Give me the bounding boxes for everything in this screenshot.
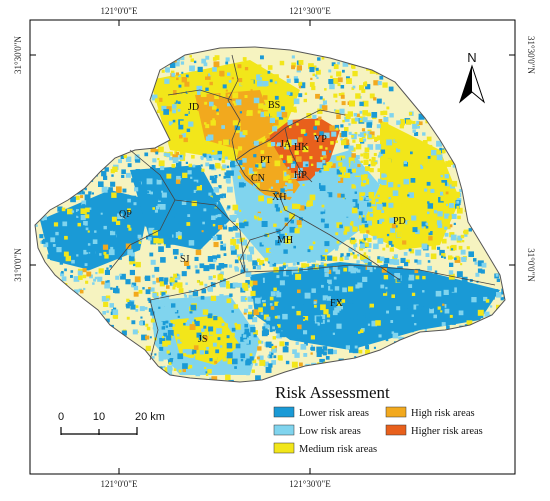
legend-swatch-higher xyxy=(385,424,407,436)
zone-lower-sj xyxy=(130,165,230,250)
risk-zones xyxy=(35,55,505,382)
legend-title: Risk Assessment xyxy=(275,383,390,402)
legend-label-high: High risk areas xyxy=(411,408,475,419)
lat-label-left-2: 31°0'0"N xyxy=(13,248,23,282)
legend-label-higher: Higher risk areas xyxy=(411,426,483,437)
scale-tick-10: 10 xyxy=(93,411,105,423)
lon-label-top-1: 121°0'0"E xyxy=(101,6,138,16)
lat-label-right-1: 31°30'0"N xyxy=(526,36,536,74)
district-boundaries xyxy=(109,54,496,361)
legend-swatch-medium xyxy=(273,442,295,454)
graticule-ticks xyxy=(30,20,515,474)
district-label-hk: HK xyxy=(294,142,309,153)
district-label-yp: YP xyxy=(314,134,327,145)
legend-label-medium: Medium risk areas xyxy=(299,444,377,455)
scale-tick-20: 20 km xyxy=(135,411,165,423)
north-label: N xyxy=(467,50,476,65)
lon-label-bottom-2: 121°30'0"E xyxy=(289,479,331,489)
scale-tick-0: 0 xyxy=(58,411,64,423)
district-label-bs: BS xyxy=(268,100,280,111)
legend-label-low: Low risk areas xyxy=(299,426,361,437)
district-labels: JD BS JA HK YP PT CN HP XH MH PD QP SJ F… xyxy=(119,100,406,345)
legend-label-lower: Lower risk areas xyxy=(299,408,369,419)
district-label-pd: PD xyxy=(393,216,406,227)
lon-label-top-2: 121°30'0"E xyxy=(289,6,331,16)
district-label-qp: QP xyxy=(119,209,132,220)
north-arrow: N xyxy=(458,50,486,104)
lat-label-right-2: 31°0'0"N xyxy=(526,248,536,282)
district-label-hp: HP xyxy=(294,170,307,181)
zone-high-core xyxy=(235,140,300,200)
district-label-fx: FX xyxy=(330,298,344,309)
district-label-ja: JA xyxy=(280,139,292,150)
district-label-jd: JD xyxy=(188,102,199,113)
legend-swatch-high xyxy=(385,406,407,418)
district-label-cn: CN xyxy=(251,173,265,184)
legend: Risk Assessment Lower risk areas Low ris… xyxy=(273,383,483,455)
lon-label-bottom-1: 121°0'0"E xyxy=(101,479,138,489)
district-label-sj: SJ xyxy=(180,254,190,265)
district-label-pt: PT xyxy=(260,155,272,166)
legend-swatch-lower xyxy=(273,406,295,418)
lat-label-left-1: 31°30'0"N xyxy=(13,36,23,74)
legend-swatch-low xyxy=(273,424,295,436)
scale-bar: 0 10 20 km xyxy=(58,411,165,435)
district-label-mh: MH xyxy=(277,235,293,246)
district-label-xh: XH xyxy=(272,192,286,203)
district-label-js: JS xyxy=(198,334,207,345)
